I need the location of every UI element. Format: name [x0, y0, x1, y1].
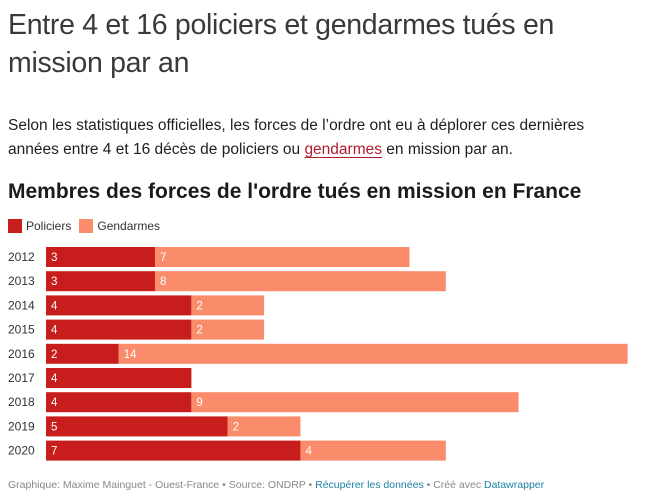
value-label-policiers-2019: 5	[51, 421, 57, 433]
bar-gendarmes-2020	[300, 440, 446, 461]
value-label-gendarmes-2016: 14	[124, 349, 137, 361]
bar-gendarmes-2018	[191, 392, 519, 413]
year-label-2017: 2017	[8, 371, 35, 385]
value-label-gendarmes-2012: 7	[160, 252, 166, 264]
legend-item-gendarmes: Gendarmes	[79, 219, 160, 233]
bar-policiers-2012	[46, 247, 156, 267]
year-label-2012: 2012	[8, 250, 35, 264]
legend-swatch-policiers	[8, 219, 22, 233]
chart-footer: Graphique: Maxime Mainguet - Ouest-Franc…	[8, 479, 644, 491]
value-label-gendarmes-2018: 9	[196, 397, 202, 409]
datawrapper-link[interactable]: Datawrapper	[484, 479, 545, 491]
year-label-2019: 2019	[8, 419, 35, 433]
value-label-policiers-2014: 4	[51, 300, 58, 312]
value-label-gendarmes-2015: 2	[196, 325, 202, 337]
bar-gendarmes-2014	[191, 295, 265, 316]
year-label-2015: 2015	[8, 323, 35, 337]
bar-policiers-2017	[46, 368, 192, 388]
bar-policiers-2014	[46, 295, 192, 316]
download-data-link[interactable]: Récupérer les données	[315, 479, 424, 491]
stacked-bar-chart: 2012 3 7 2013 3 8 2014 4 2 2015 4 2 2016 2 14 2017 4 2018…	[8, 247, 628, 461]
value-label-policiers-2020: 7	[51, 446, 57, 458]
bar-policiers-2018	[46, 392, 192, 413]
value-label-gendarmes-2019: 2	[233, 421, 239, 433]
bar-policiers-2019	[46, 416, 228, 437]
value-label-policiers-2016: 2	[51, 349, 57, 361]
legend-item-policiers: Policiers	[8, 219, 71, 233]
legend-swatch-gendarmes	[79, 219, 94, 233]
bar-gendarmes-2012	[155, 247, 410, 267]
year-label-2014: 2014	[8, 298, 35, 312]
value-label-policiers-2017: 4	[51, 373, 58, 385]
value-label-policiers-2015: 4	[51, 325, 58, 337]
bar-policiers-2015	[46, 319, 192, 340]
year-label-2016: 2016	[8, 347, 35, 361]
bar-gendarmes-2015	[191, 319, 265, 340]
value-label-gendarmes-2020: 4	[305, 446, 312, 458]
year-label-2020: 2020	[8, 444, 35, 458]
bar-policiers-2013	[46, 271, 156, 292]
footer-separator: • Créé avec	[423, 479, 484, 491]
chart-legend: Policiers Gendarmes	[8, 218, 168, 234]
chart-title: Membres des forces de l'ordre tués en mi…	[8, 180, 582, 203]
bar-gendarmes-2016	[118, 343, 628, 364]
legend-label-gendarmes: Gendarmes	[97, 219, 161, 233]
legend-label-policiers: Policiers	[26, 219, 72, 233]
intro-text-end: en mission par an.	[381, 141, 513, 158]
bar-gendarmes-2013	[155, 271, 446, 292]
footer-credit: Graphique: Maxime Mainguet - Ouest-Franc…	[8, 479, 316, 491]
year-label-2013: 2013	[8, 274, 35, 288]
bar-policiers-2016	[46, 343, 119, 364]
gendarmes-link[interactable]: gendarmes	[304, 141, 382, 158]
value-label-policiers-2012: 3	[51, 252, 57, 264]
year-label-2018: 2018	[8, 395, 35, 409]
bar-policiers-2020	[46, 440, 301, 461]
value-label-policiers-2018: 4	[51, 397, 58, 409]
value-label-gendarmes-2014: 2	[196, 300, 202, 312]
bar-gendarmes-2019	[227, 416, 301, 437]
value-label-policiers-2013: 3	[51, 276, 57, 288]
intro-text-start: Selon les statistiques officielles, les …	[8, 117, 585, 158]
article-headline: Entre 4 et 16 policiers et gendarmes tué…	[8, 9, 555, 79]
intro-paragraph: Selon les statistiques officielles, les …	[8, 114, 638, 162]
value-label-gendarmes-2013: 8	[160, 276, 166, 288]
